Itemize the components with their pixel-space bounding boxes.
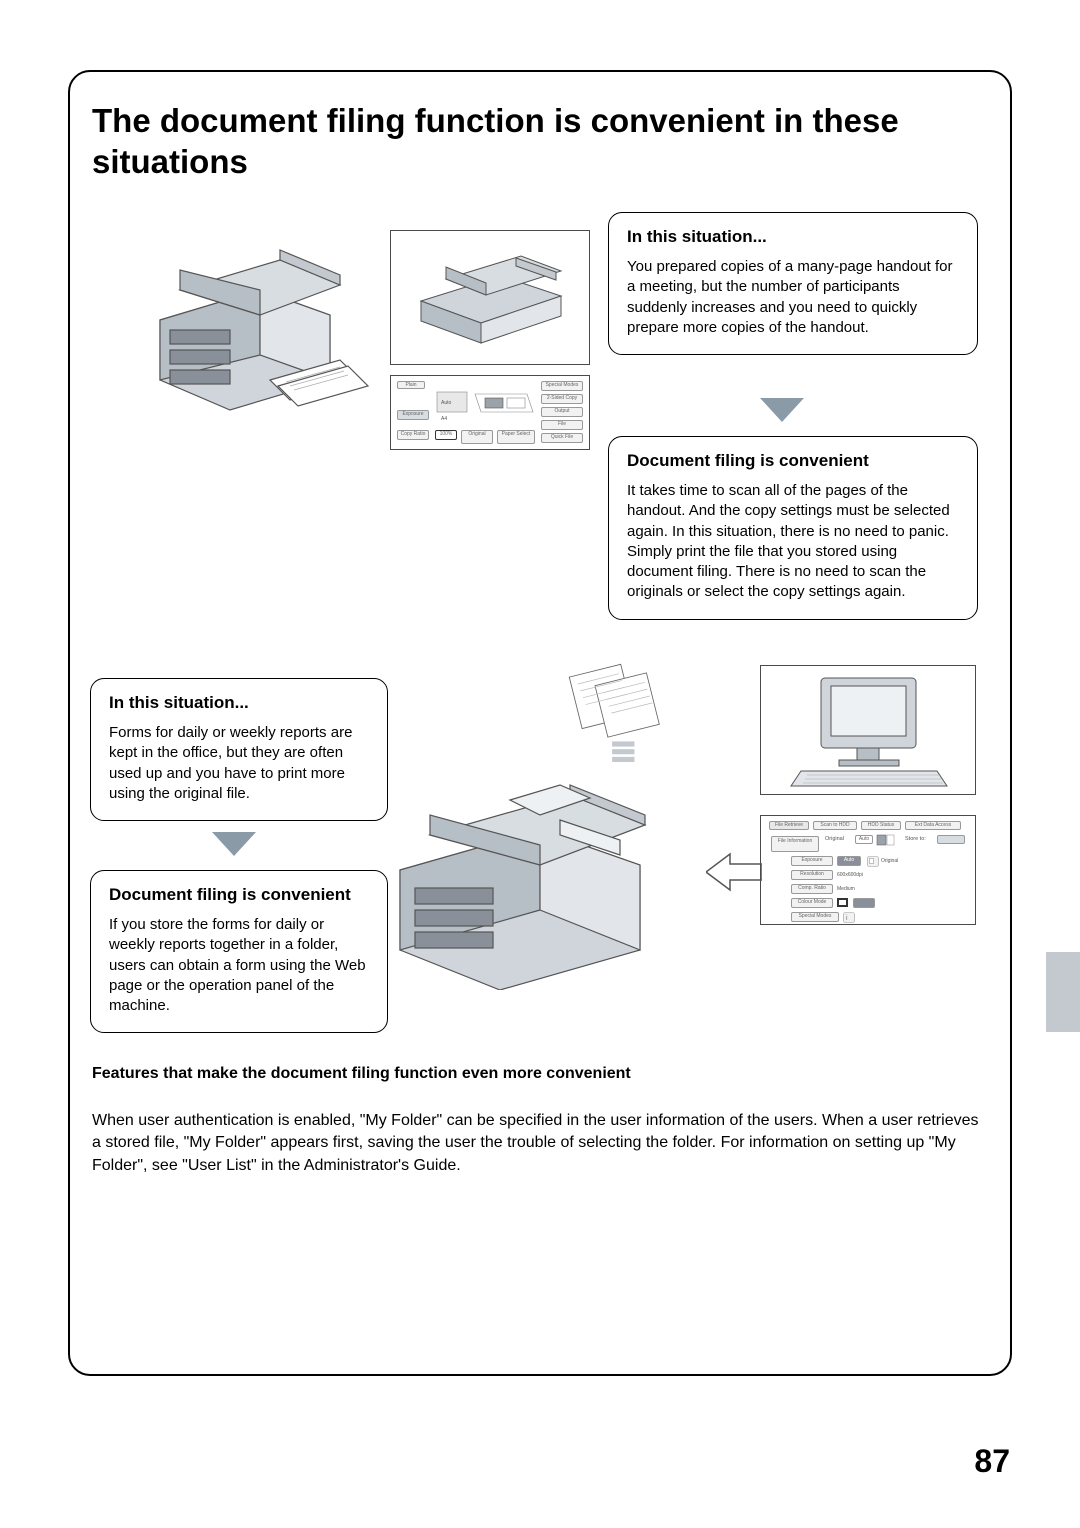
page-title: The document filing function is convenie… bbox=[92, 100, 988, 183]
convenient-2-body: If you store the forms for daily or week… bbox=[109, 915, 369, 1016]
panel-label-plain: Plain bbox=[397, 381, 425, 389]
arrow-left-icon bbox=[706, 850, 762, 894]
val-exposure: Auto bbox=[837, 856, 861, 866]
arrow-down-icon bbox=[212, 832, 256, 856]
btn-exposure: Exposure bbox=[791, 856, 833, 866]
panel-btn-file: File bbox=[541, 420, 583, 430]
panel-btn-quickfile: Quick File bbox=[541, 433, 583, 443]
panel-btn-output: Output bbox=[541, 407, 583, 417]
special-modes-icon: i bbox=[843, 912, 855, 923]
situation-2-header: In this situation... bbox=[109, 693, 369, 713]
tab-scan-to-hdd: Scan to HDD bbox=[813, 821, 857, 830]
copier-illustration-1 bbox=[130, 230, 390, 430]
situation-2-box: In this situation... Forms for daily or … bbox=[90, 678, 388, 821]
svg-text:Auto: Auto bbox=[441, 400, 452, 406]
label-orig-btn: Original bbox=[881, 858, 898, 864]
tab-file-retrieve: File Retrieve bbox=[769, 821, 809, 830]
copier-top-inset bbox=[390, 230, 590, 365]
val-original-auto: Auto bbox=[855, 835, 873, 844]
store-to-field bbox=[937, 835, 965, 844]
tab-ext-data: Ext Data Access bbox=[905, 821, 961, 830]
label-original: Original bbox=[825, 836, 844, 842]
panel-label-original: Original bbox=[461, 430, 493, 444]
page-number: 87 bbox=[974, 1443, 1010, 1480]
convenient-1-header: Document filing is convenient bbox=[627, 451, 959, 471]
val-comp: Medium bbox=[837, 886, 855, 892]
arrow-down-icon bbox=[760, 398, 804, 422]
control-panel-large: File Retrieve Scan to HDD HDD Status Ext… bbox=[760, 815, 976, 925]
documents-stack-illustration bbox=[540, 660, 710, 780]
features-heading: Features that make the document filing f… bbox=[92, 1065, 631, 1083]
situation-1-box: In this situation... You prepared copies… bbox=[608, 212, 978, 355]
val-resolution: 600x600dpi bbox=[837, 872, 863, 878]
side-tab bbox=[1046, 952, 1080, 1032]
monitor-illustration bbox=[760, 665, 976, 795]
convenient-2-header: Document filing is convenient bbox=[109, 885, 369, 905]
panel-label-paper: Paper Select bbox=[497, 430, 535, 444]
panel-btn-special: Special Modes bbox=[541, 381, 583, 391]
label-store-to: Store to: bbox=[905, 836, 926, 842]
situation-1-header: In this situation... bbox=[627, 227, 959, 247]
btn-resolution: Resolution bbox=[791, 870, 833, 880]
tab-hdd-status: HDD Status bbox=[861, 821, 901, 830]
situation-2-body: Forms for daily or weekly reports are ke… bbox=[109, 723, 369, 804]
copier-illustration-2 bbox=[360, 770, 720, 990]
btn-comp-ratio: Comp. Ratio bbox=[791, 884, 833, 894]
page: The document filing function is convenie… bbox=[0, 0, 1080, 1528]
btn-colour-mode: Colour Mode bbox=[791, 898, 833, 908]
btn-file-info: File Information bbox=[771, 836, 819, 852]
colour-mode-val bbox=[853, 898, 875, 908]
panel-label-copyratio: Copy Ratio bbox=[397, 430, 429, 440]
original-btn-icon bbox=[867, 856, 879, 867]
control-panel-small: Plain Special Modes 2-Sided Copy Output … bbox=[390, 375, 590, 450]
features-body: When user authentication is enabled, "My… bbox=[92, 1110, 988, 1177]
panel-label-exposure: Exposure bbox=[397, 410, 429, 420]
colour-mode-icon bbox=[837, 898, 849, 908]
original-page-icon bbox=[876, 834, 896, 846]
convenient-2-box: Document filing is convenient If you sto… bbox=[90, 870, 388, 1033]
panel-val-100: 100% bbox=[435, 430, 457, 440]
btn-special-modes: Special Modes bbox=[791, 912, 839, 922]
convenient-1-body: It takes time to scan all of the pages o… bbox=[627, 481, 959, 603]
convenient-1-box: Document filing is convenient It takes t… bbox=[608, 436, 978, 620]
panel-btn-2sided: 2-Sided Copy bbox=[541, 394, 583, 404]
svg-text:A4: A4 bbox=[441, 416, 447, 422]
situation-1-body: You prepared copies of a many-page hando… bbox=[627, 257, 959, 338]
